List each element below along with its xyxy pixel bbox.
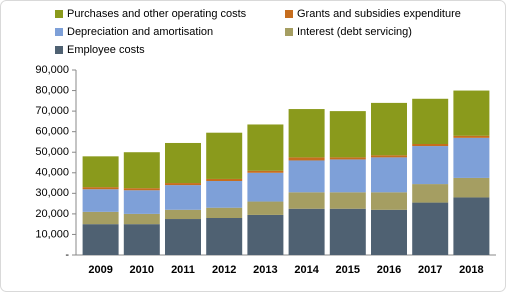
bar-segment (82, 189, 119, 212)
bar-segment (371, 209, 407, 255)
y-tick-label: 50,000 (35, 146, 69, 158)
y-tick-label: 80,000 (35, 84, 69, 96)
bar-segment (165, 142, 201, 184)
bar-segment (82, 156, 119, 188)
x-tick-label: 2010 (130, 264, 154, 276)
legend-swatch (55, 46, 63, 54)
y-tick-label: 40,000 (35, 167, 69, 179)
bar-segment (165, 185, 201, 210)
bar-segment (123, 188, 160, 191)
bar-segment (123, 213, 160, 225)
bar-segment (329, 192, 366, 209)
x-tick-label: 2015 (336, 264, 360, 276)
bar-segment (371, 102, 407, 156)
bar-segment (453, 197, 490, 255)
bar-segment (206, 132, 243, 179)
y-tick-label: 20,000 (35, 208, 69, 220)
bar-segment (412, 184, 449, 203)
bar-segment (412, 146, 449, 185)
x-tick-label: 2011 (171, 264, 195, 276)
legend-label: Grants and subsidies expenditure (297, 8, 461, 20)
bar-segment (247, 170, 284, 173)
bar-segment (329, 111, 366, 158)
x-tick-label: 2018 (459, 264, 483, 276)
bar-segment (412, 144, 449, 147)
bar-segment (206, 207, 243, 218)
bar-segment (329, 208, 366, 255)
bar-segment (206, 218, 243, 255)
y-tick-label: 90,000 (35, 64, 69, 76)
legend-swatch (55, 28, 63, 36)
legend-swatch (285, 28, 293, 36)
x-tick-label: 2012 (212, 264, 236, 276)
bar-segment (453, 137, 490, 178)
x-tick-label: 2009 (88, 264, 112, 276)
bar-segment (371, 157, 407, 193)
y-tick-label: - (65, 249, 69, 261)
y-tick-label: 60,000 (35, 126, 69, 138)
bar-segment (288, 109, 325, 158)
legend-label: Purchases and other operating costs (67, 8, 247, 20)
bar-segment (288, 157, 325, 161)
x-tick-label: 2017 (418, 264, 442, 276)
bar-segment (165, 219, 201, 255)
bar-segment (371, 155, 407, 158)
bar-segment (288, 160, 325, 193)
bar-segment (329, 159, 366, 193)
bar-segment (206, 178, 243, 181)
y-tick-label: 70,000 (35, 105, 69, 117)
bar-segment (453, 90, 490, 136)
bar-segment (412, 98, 449, 144)
bar-segment (82, 211, 119, 225)
bar-segment (165, 183, 201, 186)
legend-label: Employee costs (67, 44, 145, 56)
bar-segment (247, 214, 284, 255)
y-tick-label: 10,000 (35, 228, 69, 240)
bar-segment (123, 190, 160, 214)
bar-segment (329, 157, 366, 160)
legend-swatch (285, 10, 293, 18)
bar-segment (123, 224, 160, 255)
legend-label: Interest (debt servicing) (297, 26, 412, 38)
bar-segment (123, 152, 160, 189)
bar-segment (247, 124, 284, 171)
bar-segment (206, 181, 243, 208)
bar-segment (453, 135, 490, 138)
x-tick-label: 2016 (377, 264, 401, 276)
bar-segment (82, 224, 119, 255)
y-tick-label: 30,000 (35, 187, 69, 199)
legend-swatch (55, 10, 63, 18)
bar-segment (453, 177, 490, 198)
bar-segment (371, 192, 407, 210)
legend-label: Depreciation and amortisation (67, 26, 213, 38)
bar-segment (82, 187, 119, 190)
bar-segment (412, 202, 449, 255)
bar-segment (165, 209, 201, 220)
bar-segment (288, 192, 325, 209)
bar-segment (247, 172, 284, 202)
bar-segment (247, 201, 284, 215)
x-tick-label: 2014 (294, 264, 319, 276)
bar-segment (288, 208, 325, 255)
x-tick-label: 2013 (253, 264, 277, 276)
